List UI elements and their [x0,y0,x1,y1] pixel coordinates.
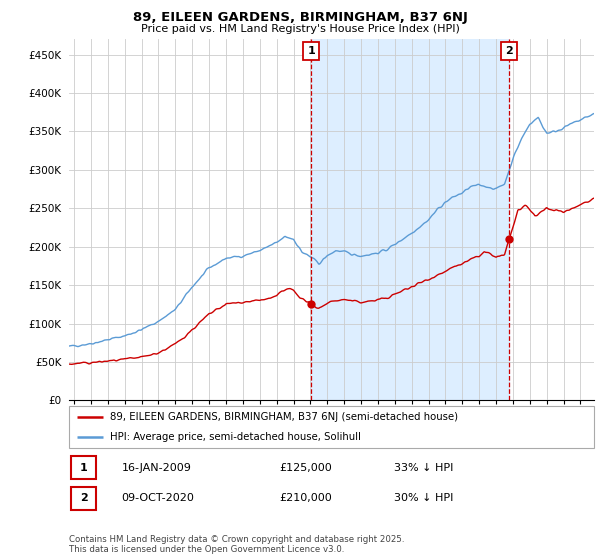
Bar [311,39,509,400]
Text: £125,000: £125,000 [279,463,332,473]
Text: Price paid vs. HM Land Registry's House Price Index (HPI): Price paid vs. HM Land Registry's House … [140,24,460,34]
FancyBboxPatch shape [71,456,96,479]
Text: 09-OCT-2020: 09-OCT-2020 [121,493,194,503]
Text: 30% ↓ HPI: 30% ↓ HPI [395,493,454,503]
Text: 2: 2 [505,46,513,56]
Text: 89, EILEEN GARDENS, BIRMINGHAM, B37 6NJ (semi-detached house): 89, EILEEN GARDENS, BIRMINGHAM, B37 6NJ … [110,412,458,422]
Text: 89, EILEEN GARDENS, BIRMINGHAM, B37 6NJ: 89, EILEEN GARDENS, BIRMINGHAM, B37 6NJ [133,11,467,24]
Text: £210,000: £210,000 [279,493,332,503]
Text: 2: 2 [80,493,88,503]
FancyBboxPatch shape [71,487,96,510]
Text: 16-JAN-2009: 16-JAN-2009 [121,463,191,473]
Text: 1: 1 [80,463,88,473]
FancyBboxPatch shape [69,406,594,448]
Text: 33% ↓ HPI: 33% ↓ HPI [395,463,454,473]
Text: Contains HM Land Registry data © Crown copyright and database right 2025.
This d: Contains HM Land Registry data © Crown c… [69,535,404,554]
Text: HPI: Average price, semi-detached house, Solihull: HPI: Average price, semi-detached house,… [110,432,361,442]
Text: 1: 1 [307,46,315,56]
